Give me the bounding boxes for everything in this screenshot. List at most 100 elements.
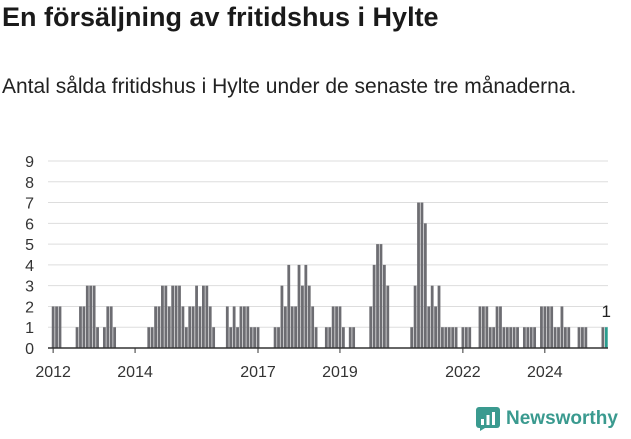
bar	[256, 327, 260, 348]
bar	[468, 327, 472, 348]
bar	[499, 306, 502, 348]
bar	[307, 285, 311, 348]
bar	[522, 327, 526, 348]
bar	[96, 327, 99, 348]
y-tick-label: 4	[25, 258, 34, 275]
bar	[430, 285, 434, 348]
bar	[502, 327, 506, 348]
bar	[58, 306, 62, 348]
page-subtitle: Antal sålda fritidshus i Hylte under de …	[2, 75, 577, 98]
bar	[89, 285, 93, 348]
bar	[283, 306, 287, 348]
bar	[485, 306, 489, 348]
bar	[533, 327, 537, 348]
bar	[55, 306, 58, 348]
bar	[516, 327, 519, 348]
bar	[236, 327, 239, 348]
bar	[280, 285, 284, 348]
bar	[171, 285, 175, 348]
bar	[553, 327, 557, 348]
bar	[369, 306, 373, 348]
bar	[413, 285, 417, 348]
bar	[191, 306, 195, 348]
bar	[178, 285, 181, 348]
bar	[253, 327, 257, 348]
y-tick-label: 9	[25, 154, 34, 171]
bar	[324, 327, 328, 348]
y-tick-label: 5	[25, 237, 34, 254]
bar	[109, 306, 113, 348]
bar	[301, 285, 304, 348]
bar	[581, 327, 584, 348]
bar	[249, 327, 253, 348]
bar	[382, 264, 386, 348]
bar	[509, 327, 513, 348]
bar	[167, 306, 171, 348]
highlight-data-label: 1	[602, 302, 611, 321]
bar	[478, 306, 482, 348]
bar	[181, 306, 185, 348]
bar	[147, 327, 151, 348]
bar	[205, 285, 209, 348]
x-tick-label: 2019	[322, 364, 358, 381]
x-tick-label: 2022	[445, 364, 481, 381]
bar	[451, 327, 455, 348]
bar	[540, 306, 543, 348]
bar	[348, 327, 352, 348]
bar	[437, 285, 441, 348]
bar	[563, 327, 567, 348]
bar	[164, 285, 168, 348]
bar	[232, 306, 236, 348]
bar	[461, 327, 465, 348]
bar	[529, 327, 533, 348]
bar	[526, 327, 530, 348]
y-tick-label: 0	[25, 341, 34, 358]
bar	[441, 327, 444, 348]
bar	[601, 327, 605, 348]
bar	[225, 306, 229, 348]
bar-highlight	[604, 327, 608, 348]
bar	[184, 327, 188, 348]
bar	[202, 285, 205, 348]
bar	[557, 327, 560, 348]
bar	[338, 306, 342, 348]
bar	[174, 285, 178, 348]
x-tick-label: 2024	[527, 364, 563, 381]
bar	[311, 306, 315, 348]
bar	[314, 327, 318, 348]
x-tick-label: 2012	[35, 364, 71, 381]
y-tick-label: 1	[25, 320, 34, 337]
bar	[79, 306, 82, 348]
bar	[560, 306, 564, 348]
bar	[584, 327, 588, 348]
y-tick-label: 7	[25, 196, 34, 213]
bar	[242, 306, 246, 348]
bar	[464, 327, 468, 348]
brand-logo: Newsworthy	[476, 407, 618, 431]
bar	[379, 244, 383, 348]
bar	[328, 327, 332, 348]
bar	[495, 306, 499, 348]
bar	[297, 264, 301, 348]
bar	[150, 327, 154, 348]
bar	[51, 306, 55, 348]
bar	[410, 327, 414, 348]
bar	[447, 327, 451, 348]
bar	[434, 306, 437, 348]
bar	[212, 327, 216, 348]
bar	[423, 223, 427, 348]
bar	[352, 327, 356, 348]
bar	[342, 327, 345, 348]
bar	[386, 285, 390, 348]
bar	[188, 306, 192, 348]
bar	[277, 327, 280, 348]
bar	[239, 306, 243, 348]
bar	[512, 327, 516, 348]
bar	[229, 327, 233, 348]
bar	[154, 306, 157, 348]
bar	[195, 285, 198, 348]
bar	[372, 264, 376, 348]
bar	[427, 306, 431, 348]
y-tick-label: 6	[25, 216, 34, 233]
